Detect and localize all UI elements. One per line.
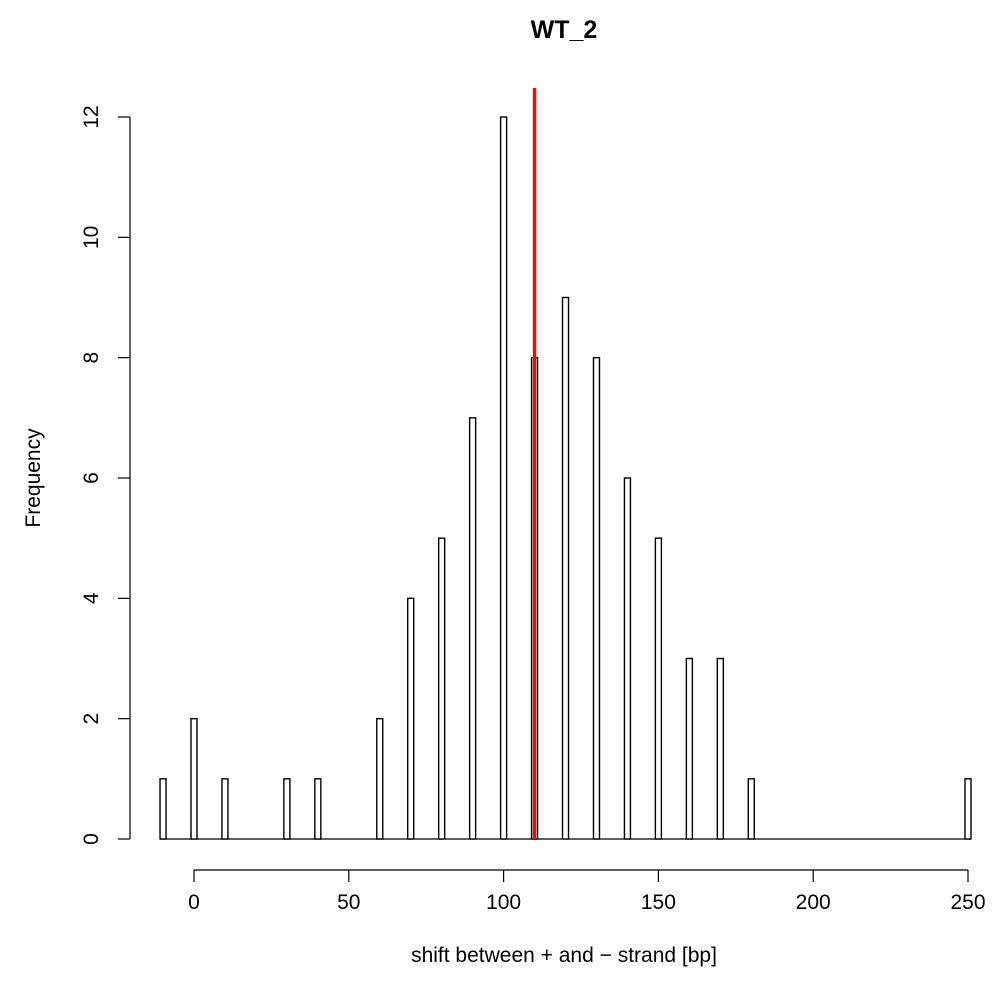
bar (654, 537, 663, 840)
y-tick-label: 2 (80, 713, 103, 725)
x-tick-label: 50 (337, 891, 360, 914)
y-tick-label: 8 (80, 352, 103, 364)
chart-title: WT_2 (531, 16, 598, 44)
bar (623, 477, 632, 840)
x-tick-label: 100 (486, 891, 521, 914)
y-tick-label: 0 (80, 833, 103, 845)
bar (685, 657, 694, 840)
y-tick-label: 6 (80, 472, 103, 484)
bar (159, 778, 167, 840)
bar (468, 417, 477, 840)
bar (283, 778, 291, 840)
bar (592, 356, 601, 840)
bar (964, 778, 972, 840)
bar (407, 597, 415, 840)
y-tick-label: 12 (80, 105, 103, 128)
x-tick-label: 0 (188, 891, 200, 914)
bars (159, 116, 972, 840)
bar (437, 537, 446, 840)
x-tick-label: 150 (641, 891, 676, 914)
bar (376, 717, 384, 840)
y-tick-label: 4 (80, 592, 103, 604)
bar (314, 778, 322, 840)
bar (747, 778, 755, 840)
x-axis-label: shift between + and − strand [bp] (411, 944, 717, 967)
x-axis: 0 50 100 150 200 250 (188, 869, 986, 914)
bar (190, 717, 198, 840)
y-tick-label: 10 (80, 226, 103, 249)
bar (716, 657, 725, 840)
x-tick-label: 200 (796, 891, 831, 914)
y-axis: 0 2 4 6 8 10 12 (80, 105, 131, 845)
y-axis-label: Frequency (22, 428, 45, 528)
bar (499, 116, 508, 840)
bar (221, 778, 229, 840)
x-tick-label: 250 (950, 891, 985, 914)
bar (561, 296, 570, 840)
